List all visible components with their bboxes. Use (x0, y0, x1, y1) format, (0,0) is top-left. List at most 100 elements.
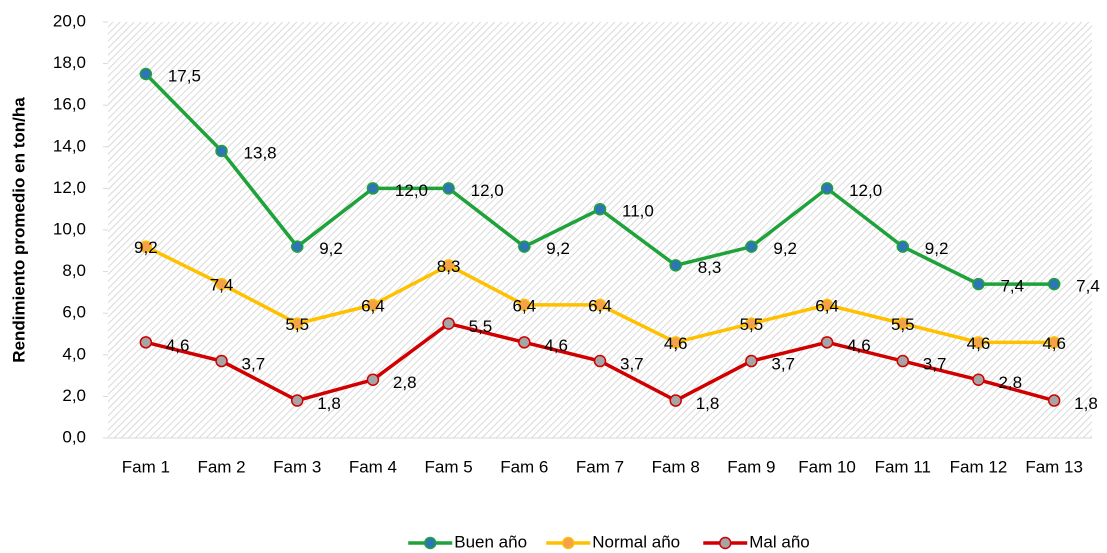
data-label: 5,5 (891, 315, 915, 334)
marker (366, 373, 380, 387)
data-label: 8,3 (698, 258, 722, 277)
legend-label: Normal año (592, 532, 680, 551)
data-label: 9,2 (773, 239, 797, 258)
data-label: 13,8 (244, 143, 277, 162)
data-label: 12,0 (849, 181, 882, 200)
marker (669, 394, 682, 407)
data-label: 9,2 (319, 239, 343, 258)
data-label: 17,5 (168, 66, 201, 85)
data-label: 5,5 (285, 315, 309, 334)
marker (1047, 394, 1061, 407)
data-label: 6,4 (361, 296, 385, 315)
marker (290, 240, 304, 253)
marker (518, 298, 531, 312)
legend-label: Buen año (454, 532, 527, 551)
data-label: 7,4 (1076, 277, 1100, 296)
x-tick-label: Fam 2 (197, 457, 245, 476)
x-tick-label: Fam 6 (500, 457, 548, 476)
plot-area (108, 22, 1092, 438)
y-tick-label: 0,0 (62, 427, 86, 446)
marker (442, 317, 455, 330)
data-label: 4,6 (664, 334, 688, 353)
marker (290, 317, 304, 330)
marker (215, 277, 228, 291)
data-label: 7,4 (1000, 277, 1024, 296)
y-tick-label: 8,0 (62, 261, 86, 280)
data-label: 12,0 (395, 181, 428, 200)
marker (669, 259, 682, 272)
marker (215, 144, 228, 158)
data-label: 4,6 (847, 336, 871, 355)
marker (820, 336, 834, 349)
marker (139, 240, 153, 253)
y-tick-label: 6,0 (62, 303, 86, 322)
legend-marker (562, 536, 575, 550)
y-tick-label: 4,0 (62, 344, 86, 363)
data-label: 1,8 (317, 394, 341, 413)
data-label: 5,5 (740, 315, 764, 334)
y-tick-label: 14,0 (53, 136, 86, 155)
marker (745, 317, 758, 330)
x-tick-label: Fam 8 (652, 457, 700, 476)
x-tick-label: Fam 5 (425, 457, 473, 476)
marker (593, 354, 607, 368)
marker (820, 298, 834, 312)
marker (139, 67, 153, 81)
y-tick-label: 20,0 (53, 11, 86, 30)
y-axis-title: Rendimiento promedio en ton/ha (9, 97, 28, 363)
data-label: 8,3 (437, 257, 461, 276)
marker (593, 202, 607, 216)
marker (669, 336, 682, 349)
marker (896, 354, 910, 368)
marker (745, 354, 758, 368)
x-tick-label: Fam 4 (349, 457, 397, 476)
data-label: 1,8 (696, 394, 720, 413)
data-label: 12,0 (471, 181, 504, 200)
marker (366, 298, 380, 312)
marker (972, 277, 985, 291)
marker (820, 182, 834, 195)
x-tick-label: Fam 12 (950, 457, 1008, 476)
legend-marker (424, 536, 437, 550)
data-label: 4,6 (967, 334, 991, 353)
data-label: 9,2 (546, 239, 570, 258)
data-label: 2,8 (393, 373, 417, 392)
marker (518, 336, 531, 349)
data-label: 6,4 (512, 296, 536, 315)
marker (366, 182, 380, 195)
x-tick-label: Fam 10 (798, 457, 856, 476)
data-label: 3,7 (242, 355, 266, 374)
marker (896, 317, 910, 330)
x-tick-label: Fam 1 (122, 457, 170, 476)
data-label: 9,2 (925, 239, 949, 258)
y-tick-label: 12,0 (53, 178, 86, 197)
data-label: 1,8 (1074, 394, 1098, 413)
data-label: 5,5 (469, 317, 493, 336)
data-label: 4,6 (1042, 334, 1066, 353)
marker (442, 259, 455, 272)
x-tick-label: Fam 11 (875, 457, 931, 476)
data-label: 3,7 (923, 355, 947, 374)
x-tick-label: Fam 13 (1025, 457, 1083, 476)
marker (1047, 336, 1061, 349)
marker (518, 240, 531, 253)
y-tick-label: 2,0 (62, 386, 86, 405)
marker (896, 240, 910, 253)
data-label: 4,6 (544, 336, 568, 355)
marker (972, 373, 985, 387)
marker (139, 336, 153, 349)
marker (442, 182, 455, 195)
marker (215, 354, 228, 368)
data-label: 11,0 (622, 202, 654, 221)
x-tick-label: Fam 9 (727, 457, 775, 476)
y-tick-label: 16,0 (53, 95, 86, 114)
data-label: 7,4 (210, 276, 234, 295)
legend-marker (719, 536, 732, 550)
y-tick-label: 18,0 (53, 53, 86, 72)
data-label: 6,4 (588, 296, 612, 315)
marker (593, 298, 607, 312)
marker (972, 336, 985, 349)
marker (745, 240, 758, 253)
data-label: 2,8 (998, 373, 1022, 392)
